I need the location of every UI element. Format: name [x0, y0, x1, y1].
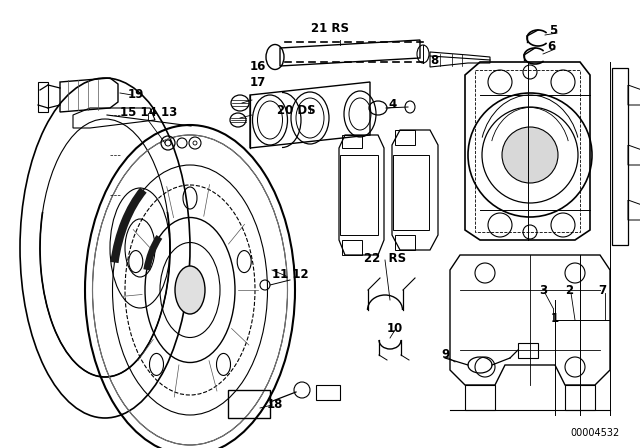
- Text: 9: 9: [441, 349, 449, 362]
- Text: 20 DS: 20 DS: [276, 103, 316, 116]
- Text: 5: 5: [549, 23, 557, 36]
- Text: 8: 8: [430, 53, 438, 66]
- Text: 2: 2: [565, 284, 573, 297]
- Text: 7: 7: [598, 284, 606, 297]
- Text: 19: 19: [128, 89, 144, 102]
- Text: 11 12: 11 12: [272, 267, 308, 280]
- Text: 18: 18: [267, 399, 283, 412]
- Text: 6: 6: [547, 40, 555, 53]
- Text: 15 14 13: 15 14 13: [120, 107, 178, 120]
- Circle shape: [502, 127, 558, 183]
- Text: 16: 16: [250, 60, 266, 73]
- Text: 10: 10: [387, 322, 403, 335]
- Text: 00004532: 00004532: [571, 428, 620, 438]
- Text: 3: 3: [539, 284, 547, 297]
- Text: 21 RS: 21 RS: [311, 22, 349, 34]
- Text: 4: 4: [389, 98, 397, 111]
- Text: 17: 17: [250, 76, 266, 89]
- Text: 1: 1: [551, 311, 559, 324]
- Ellipse shape: [175, 266, 205, 314]
- Text: 22  RS: 22 RS: [364, 251, 406, 264]
